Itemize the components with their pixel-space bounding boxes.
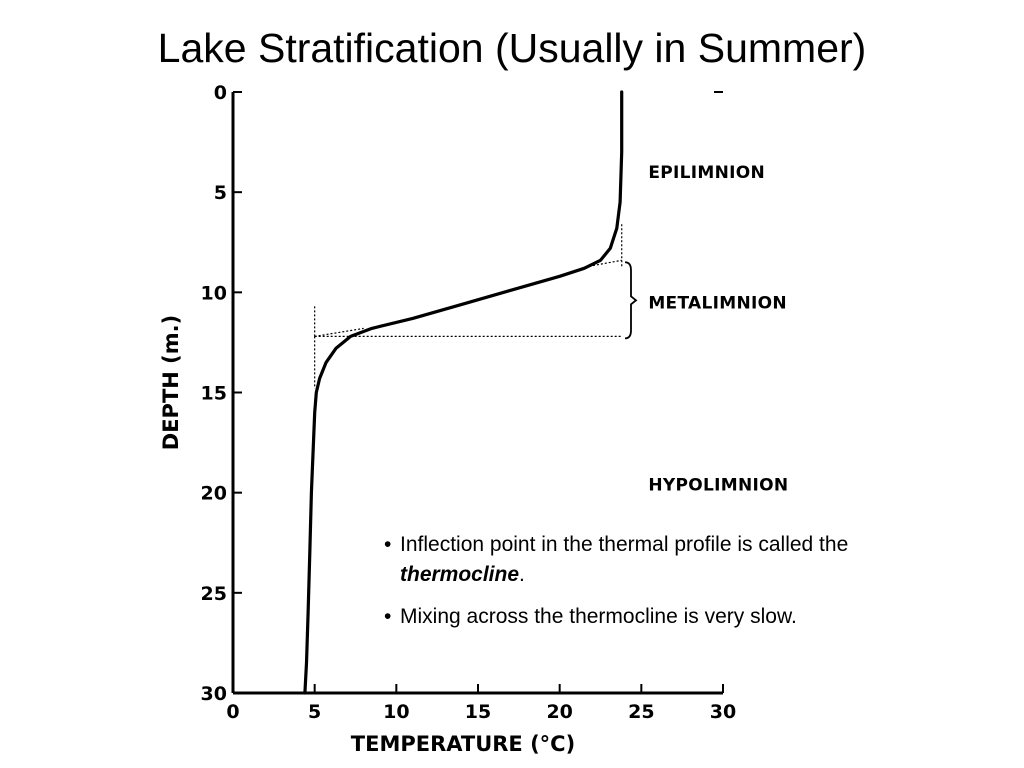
y-axis-title: DEPTH (m.) <box>159 315 183 450</box>
x-tick-labels: 0 5 10 15 20 25 30 <box>226 701 736 723</box>
slide-title: Lake Stratification (Usually in Summer) <box>157 25 867 71</box>
guide-line <box>588 259 622 267</box>
x-tick-label: 15 <box>465 701 491 723</box>
x-axis-title: TEMPERATURE (°C) <box>351 732 575 756</box>
y-tick-label: 0 <box>214 82 227 104</box>
y-tick-label: 15 <box>201 383 227 405</box>
y-tick-label: 25 <box>201 583 227 605</box>
note-text-part: . <box>519 563 525 586</box>
zone-label-hypolimnion: HYPOLIMNION <box>648 476 788 496</box>
metalimnion-bracket <box>624 261 638 340</box>
y-tick-label: 30 <box>201 683 227 705</box>
x-tick-label: 5 <box>308 701 321 723</box>
series-group <box>303 90 624 695</box>
note-emphasis: thermocline <box>400 563 520 586</box>
thermocline-guide-lines <box>314 222 623 389</box>
x-tick-label: 0 <box>226 701 239 723</box>
x-tick-label: 10 <box>383 701 409 723</box>
list-item: • Mixing across the thermocline is very … <box>384 602 914 632</box>
y-tick-label: 10 <box>201 282 227 304</box>
zone-label-metalimnion: METALIMNION <box>648 293 787 313</box>
zone-label-epilimnion: EPILIMNION <box>648 163 765 183</box>
note-text-part: Mixing across the thermocline is very sl… <box>400 605 797 628</box>
x-tick-label: 20 <box>546 701 572 723</box>
note-text-part: Inflection point in the thermal profile … <box>400 533 849 556</box>
guide-line <box>314 327 364 337</box>
notes-list: • Inflection point in the thermal profil… <box>384 530 914 644</box>
temperature-profile-line <box>303 90 624 695</box>
note-text: Inflection point in the thermal profile … <box>400 530 914 590</box>
bullet-marker: • <box>384 605 392 628</box>
note-text: Mixing across the thermocline is very sl… <box>400 602 914 632</box>
list-item: • Inflection point in the thermal profil… <box>384 530 914 590</box>
y-tick-labels: 0 5 10 15 20 25 30 <box>201 82 227 705</box>
axes-group <box>231 91 724 695</box>
x-tick-label: 25 <box>628 701 654 723</box>
bullet-marker: • <box>384 533 392 556</box>
x-tick-label: 30 <box>710 701 736 723</box>
y-tick-label: 20 <box>201 483 227 505</box>
y-tick-label: 5 <box>214 182 227 204</box>
